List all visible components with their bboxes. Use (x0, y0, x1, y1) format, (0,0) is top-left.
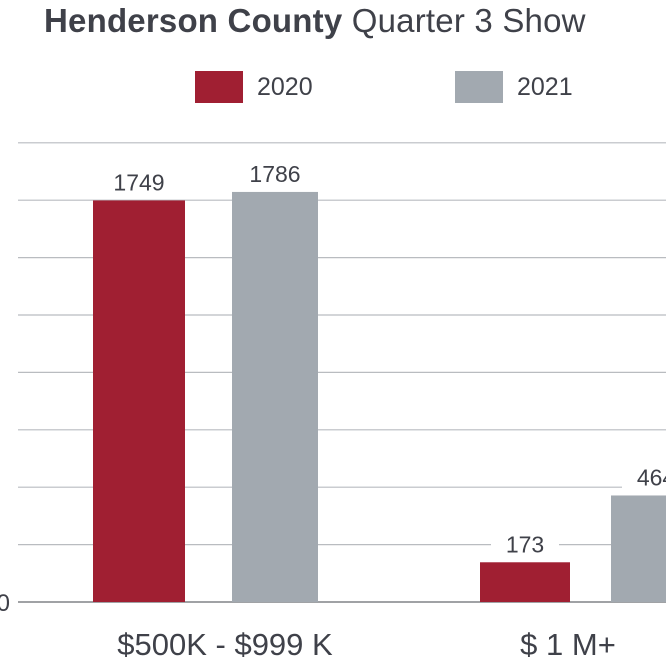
chart-title-bold: Henderson County (44, 2, 343, 39)
value-label-backing (241, 159, 309, 186)
bar-2021-1 (611, 495, 666, 602)
legend-swatch-2021 (455, 71, 503, 103)
value-label-backing (491, 530, 559, 557)
legend-item-2021: 2021 (455, 70, 573, 104)
legend-label-2020: 2020 (257, 72, 313, 101)
value-label-2020-0: 1749 (113, 169, 164, 195)
y-tick-label: 0 (0, 590, 10, 617)
value-label-2021-0: 1786 (249, 161, 300, 187)
value-label-2020-1: 173 (506, 531, 544, 557)
value-label-backing (622, 463, 666, 490)
category-label-0: $500K - $999 K (117, 627, 333, 662)
legend-item-2020: 2020 (195, 70, 313, 104)
value-label-backing (105, 168, 173, 195)
chart-title-rest: Quarter 3 Show (351, 2, 586, 39)
bar-2020-1 (480, 562, 570, 602)
category-label-1: $ 1 M+ (520, 627, 616, 662)
legend-swatch-2020 (195, 71, 243, 103)
bar-2020-0 (93, 200, 185, 602)
chart-title: Henderson County Quarter 3 Show (44, 0, 586, 44)
value-label-2021-1: 464 (637, 464, 666, 490)
bar-2021-0 (232, 191, 318, 603)
legend-label-2021: 2021 (517, 72, 573, 101)
